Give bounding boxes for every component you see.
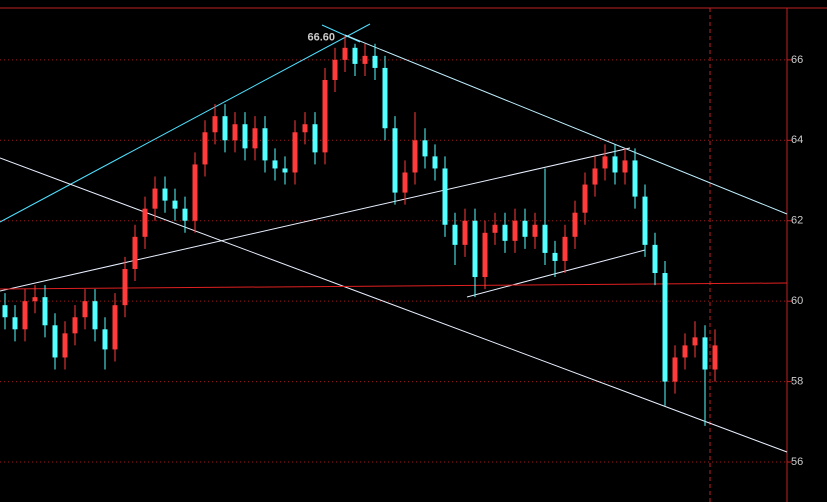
candle-body: [522, 220, 528, 237]
trend-line: [0, 157, 788, 453]
candle-body: [202, 132, 208, 165]
candle-body: [252, 128, 258, 149]
candle-body: [372, 55, 378, 68]
trend-line: [466, 249, 646, 298]
candle-body: [482, 232, 488, 278]
candle-body: [442, 168, 448, 225]
candle-body: [602, 156, 608, 169]
candle-body: [242, 124, 248, 149]
candle-body: [72, 317, 78, 334]
trend-line: [0, 23, 371, 223]
candle-body: [402, 172, 408, 193]
candle-body: [312, 124, 318, 153]
candle-body: [122, 268, 128, 306]
candle-body: [62, 333, 68, 358]
candle-body: [542, 224, 548, 253]
candle-body: [42, 297, 48, 326]
candle-body: [422, 140, 428, 157]
candle-body: [342, 47, 348, 60]
candle-body: [622, 160, 628, 173]
candle-body: [492, 224, 498, 233]
candle-body: [452, 224, 458, 245]
candle-body: [692, 337, 698, 346]
candle-body: [32, 297, 38, 302]
candle-body: [672, 357, 678, 382]
trend-lines: [0, 23, 788, 453]
candle-body: [112, 305, 118, 350]
candle-body: [162, 188, 168, 201]
candle-body: [512, 220, 518, 241]
candle-body: [532, 224, 538, 237]
candle-body: [642, 196, 648, 245]
candle-body: [582, 184, 588, 213]
candle-body: [462, 220, 468, 245]
candle-body: [192, 164, 198, 221]
y-tick-label: 56: [791, 456, 803, 468]
candle-body: [182, 208, 188, 221]
candle-body: [232, 124, 238, 141]
candle-body: [322, 79, 328, 153]
candle-body: [272, 160, 278, 169]
trend-line: [0, 147, 631, 292]
candle-body: [382, 67, 388, 129]
candle-body: [632, 160, 638, 197]
candle-body: [362, 55, 368, 64]
candle-body: [2, 305, 8, 318]
y-tick-label: 62: [791, 215, 803, 227]
candle-body: [22, 301, 28, 330]
candle-body: [702, 337, 708, 370]
candle-body: [52, 325, 58, 358]
candle-body: [392, 128, 398, 193]
candle-body: [262, 128, 268, 161]
candle-body: [132, 236, 138, 269]
candle-body: [562, 236, 568, 261]
candle-body: [102, 329, 108, 350]
y-tick-label: 64: [791, 134, 803, 146]
candle-body: [432, 156, 438, 169]
candle-body: [662, 273, 668, 382]
candle-body: [92, 301, 98, 330]
trend-line: [344, 34, 788, 215]
candle-body: [712, 345, 718, 370]
candle-body: [502, 224, 508, 241]
candle-body: [302, 124, 308, 133]
candle-body: [652, 244, 658, 274]
y-tick-label: 66: [791, 54, 803, 66]
candle-body: [592, 168, 598, 185]
candle-body: [282, 168, 288, 173]
trend-line: [321, 24, 361, 43]
support-line: [0, 282, 788, 290]
candle-body: [212, 116, 218, 133]
y-tick-label: 58: [791, 376, 803, 388]
candle-body: [142, 208, 148, 237]
candle-body: [332, 59, 338, 80]
candle-body: [152, 188, 158, 209]
y-tick-label: 60: [791, 295, 803, 307]
candle-body: [222, 116, 228, 141]
candle-body: [472, 220, 478, 278]
candle-body: [172, 200, 178, 209]
peak-label: 66.60: [307, 32, 335, 44]
candle-body: [292, 132, 298, 173]
candle-body: [682, 345, 688, 358]
candle-body: [552, 252, 558, 261]
candle-body: [572, 212, 578, 237]
candle-body: [352, 47, 358, 64]
candle-body: [412, 140, 418, 173]
candle-body: [82, 301, 88, 318]
candle-body: [612, 156, 618, 173]
candle-body: [12, 317, 18, 330]
